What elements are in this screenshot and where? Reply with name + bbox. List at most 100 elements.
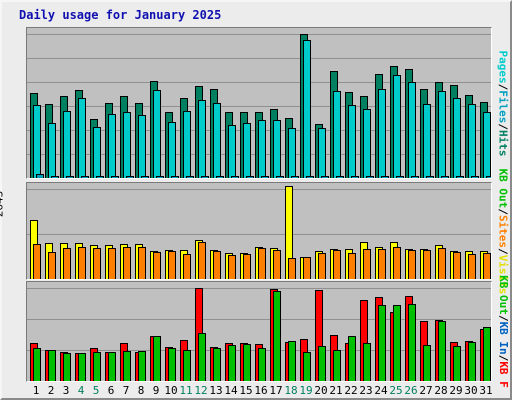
bottom-legend: KB Out/KB In/KB F bbox=[493, 275, 512, 388]
files-bar bbox=[408, 82, 416, 178]
sites-bar bbox=[243, 254, 251, 279]
x-day-label: 3 bbox=[62, 384, 70, 397]
sites-bar bbox=[123, 247, 131, 279]
x-day-label: 1 bbox=[32, 384, 40, 397]
files-bar bbox=[153, 90, 161, 178]
files-bar bbox=[288, 128, 296, 178]
x-day-label: 11 bbox=[179, 384, 193, 397]
x-day-label: 2 bbox=[47, 384, 55, 397]
middle-ymax-label-wrap: 2643 bbox=[0, 182, 24, 226]
x-day-label: 27 bbox=[419, 384, 433, 397]
sites-bar bbox=[48, 252, 56, 279]
sites-bar bbox=[168, 251, 176, 279]
pages-bar bbox=[276, 176, 284, 178]
files-bar bbox=[393, 75, 401, 178]
sites-bar bbox=[198, 242, 206, 279]
sites-bar bbox=[273, 250, 281, 279]
pages-bar bbox=[441, 176, 449, 178]
files-bar bbox=[453, 98, 461, 178]
visits-sites-chart bbox=[27, 186, 491, 279]
sites-bar bbox=[483, 253, 491, 279]
kbout-bar bbox=[378, 305, 386, 381]
top-legend: Pages/Files/Hits bbox=[493, 27, 512, 179]
pages-bar bbox=[201, 176, 209, 178]
x-day-label: 19 bbox=[299, 384, 313, 397]
kbout-bar bbox=[423, 345, 431, 381]
pages-bar bbox=[81, 176, 89, 178]
x-day-label: 10 bbox=[164, 384, 178, 397]
kbout-bar bbox=[153, 336, 161, 381]
files-bar bbox=[438, 91, 446, 178]
kbout-bar bbox=[288, 341, 296, 381]
files-bar bbox=[33, 105, 41, 178]
legend-hits: Hits bbox=[496, 129, 510, 157]
sites-bar bbox=[318, 253, 326, 279]
sites-bar bbox=[78, 247, 86, 279]
middle-legend: KB Out/Sites/Visits bbox=[493, 168, 512, 294]
legend-pages: Pages bbox=[496, 50, 510, 84]
files-bar bbox=[198, 100, 206, 178]
sites-bar bbox=[363, 249, 371, 279]
pages-bar bbox=[111, 176, 119, 178]
x-day-label: 22 bbox=[344, 384, 358, 397]
kbf-bar bbox=[315, 290, 323, 381]
sites-bar bbox=[258, 248, 266, 279]
kbout-bar bbox=[63, 353, 71, 381]
kbout-bar bbox=[33, 348, 41, 381]
kbout-bar bbox=[258, 348, 266, 381]
kbout-bar bbox=[363, 343, 371, 381]
legend-sep: / bbox=[496, 207, 510, 215]
kbout-bar bbox=[393, 305, 401, 381]
sites-bar bbox=[438, 248, 446, 279]
sites-bar bbox=[183, 254, 191, 279]
sites-bar bbox=[333, 250, 341, 279]
x-day-label: 12 bbox=[194, 384, 208, 397]
sites-bar bbox=[108, 248, 116, 279]
kbout-bar bbox=[468, 342, 476, 381]
sites-bar bbox=[408, 250, 416, 279]
kbout-bar bbox=[318, 346, 326, 381]
files-bar bbox=[468, 104, 476, 178]
x-day-label: 20 bbox=[314, 384, 328, 397]
legend-sep: / bbox=[496, 247, 510, 255]
x-day-label: 17 bbox=[269, 384, 283, 397]
files-bar bbox=[363, 109, 371, 178]
sites-bar bbox=[423, 250, 431, 279]
sites-bar bbox=[378, 249, 386, 279]
pages-bar bbox=[396, 176, 404, 178]
files-bar bbox=[108, 114, 116, 178]
legend-kbout-mid: KB Out bbox=[496, 168, 510, 208]
sites-bar bbox=[138, 247, 146, 279]
kbout-bar bbox=[483, 327, 491, 381]
files-bar bbox=[378, 89, 386, 178]
pages-bar bbox=[51, 176, 59, 178]
kbout-bar bbox=[228, 345, 236, 381]
pages-bar bbox=[171, 176, 179, 178]
legend-sites: Sites bbox=[496, 214, 510, 248]
sites-bar bbox=[468, 254, 476, 279]
pages-bar bbox=[486, 176, 491, 178]
sites-bar bbox=[228, 255, 236, 279]
x-day-label: 25 bbox=[389, 384, 403, 397]
files-bar bbox=[213, 103, 221, 178]
files-bar bbox=[243, 123, 251, 178]
x-day-label: 7 bbox=[122, 384, 130, 397]
kbout-bar bbox=[453, 346, 461, 381]
kb-chart bbox=[27, 288, 491, 381]
kbout-bar bbox=[108, 352, 116, 381]
sites-bar bbox=[303, 257, 311, 279]
kb-panel bbox=[26, 281, 492, 382]
sites-bar bbox=[153, 252, 161, 279]
x-day-label: 28 bbox=[434, 384, 448, 397]
x-day-label: 18 bbox=[284, 384, 298, 397]
pages-bar bbox=[306, 176, 314, 178]
legend-sep: / bbox=[496, 122, 510, 130]
files-bar bbox=[48, 123, 56, 178]
kbout-bar bbox=[78, 353, 86, 381]
files-bar bbox=[258, 120, 266, 178]
kbout-bar bbox=[48, 350, 56, 381]
files-bar bbox=[423, 104, 431, 178]
top-ymax-label-wrap: 19840 bbox=[4, 27, 24, 83]
pages-bar bbox=[66, 176, 74, 178]
x-day-label: 24 bbox=[374, 384, 388, 397]
